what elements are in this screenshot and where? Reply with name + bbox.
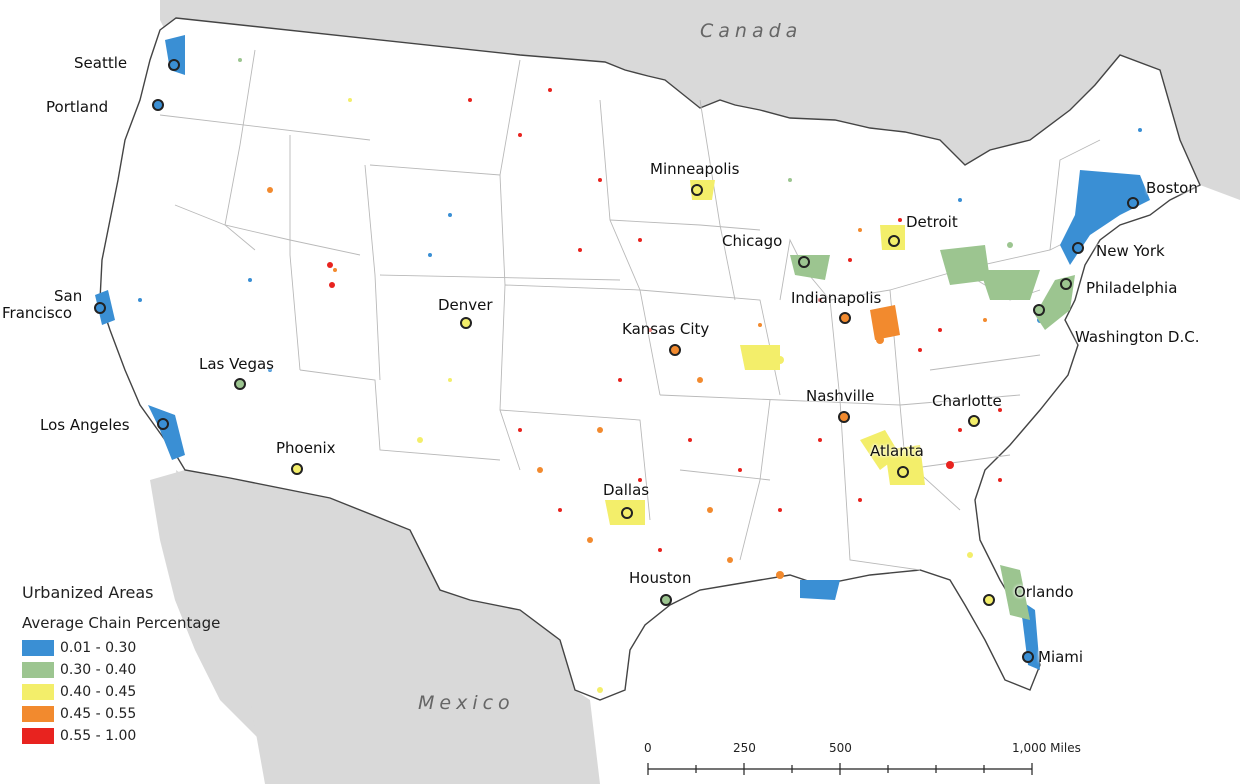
marker-miami[interactable] xyxy=(1022,651,1034,663)
legend: Urbanized Areas Average Chain Percentage… xyxy=(22,583,302,747)
marker-atlanta[interactable] xyxy=(897,466,909,478)
legend-swatch xyxy=(22,640,54,656)
city-label-dallas[interactable]: Dallas xyxy=(603,481,650,499)
city-label-phoenix[interactable]: Phoenix xyxy=(276,439,336,457)
city-label-boston[interactable]: Boston xyxy=(1146,179,1198,197)
legend-label: 0.55 - 1.00 xyxy=(60,728,137,744)
marker-san-francisco[interactable] xyxy=(94,302,106,314)
city-label-minneapolis[interactable]: Minneapolis xyxy=(650,160,740,178)
city-label-philadelphia[interactable]: Philadelphia xyxy=(1086,279,1178,297)
marker-nashville[interactable] xyxy=(838,411,850,423)
city-label-los-angeles[interactable]: Los Angeles xyxy=(40,416,130,434)
city-label-charlotte[interactable]: Charlotte xyxy=(932,392,1002,410)
marker-kansas-city[interactable] xyxy=(669,344,681,356)
city-label-san[interactable]: San xyxy=(54,287,83,305)
city-label-nashville[interactable]: Nashville xyxy=(806,387,875,405)
marker-chicago[interactable] xyxy=(798,256,810,268)
marker-dallas[interactable] xyxy=(621,507,633,519)
marker-phoenix[interactable] xyxy=(291,463,303,475)
scale-label-500: 500 xyxy=(829,741,852,755)
legend-item: 0.45 - 0.55 xyxy=(22,703,302,725)
city-label-seattle[interactable]: Seattle xyxy=(74,54,128,72)
marker-houston[interactable] xyxy=(660,594,672,606)
marker-denver[interactable] xyxy=(460,317,472,329)
city-label-chicago[interactable]: Chicago xyxy=(722,232,783,250)
marker-portland[interactable] xyxy=(152,99,164,111)
legend-label: 0.45 - 0.55 xyxy=(60,706,137,722)
marker-boston[interactable] xyxy=(1127,197,1139,209)
marker-washington[interactable] xyxy=(1033,304,1045,316)
legend-item: 0.30 - 0.40 xyxy=(22,659,302,681)
city-label-washington[interactable]: Washington D.C. xyxy=(1075,328,1200,346)
marker-seattle[interactable] xyxy=(168,59,180,71)
legend-swatch xyxy=(22,684,54,700)
city-label-indianapolis[interactable]: Indianapolis xyxy=(791,289,882,307)
city-label-miami[interactable]: Miami xyxy=(1038,648,1084,666)
city-label-new-york[interactable]: New York xyxy=(1096,242,1165,260)
country-label-canada: Canada xyxy=(700,20,803,42)
city-label-denver[interactable]: Denver xyxy=(438,296,493,314)
scale-label-0: 0 xyxy=(644,741,652,755)
legend-label: 0.01 - 0.30 xyxy=(60,640,137,656)
legend-swatch xyxy=(22,706,54,722)
marker-orlando[interactable] xyxy=(983,594,995,606)
marker-indianapolis[interactable] xyxy=(839,312,851,324)
legend-title: Urbanized Areas xyxy=(22,583,154,602)
marker-philadelphia[interactable] xyxy=(1060,278,1072,290)
city-label-detroit[interactable]: Detroit xyxy=(906,213,958,231)
scale-label-1000-miles: 1,000 Miles xyxy=(1012,741,1081,755)
canada-landmass xyxy=(165,0,1240,200)
marker-las-vegas[interactable] xyxy=(234,378,246,390)
baja-peninsula xyxy=(176,470,300,784)
scale-bar xyxy=(647,763,1033,775)
legend-subtitle: Average Chain Percentage xyxy=(22,614,221,632)
legend-swatch xyxy=(22,728,54,744)
city-label-kansas-city[interactable]: Kansas City xyxy=(622,320,710,338)
marker-detroit[interactable] xyxy=(888,235,900,247)
marker-los-angeles[interactable] xyxy=(157,418,169,430)
legend-label: 0.40 - 0.45 xyxy=(60,684,137,700)
legend-label: 0.30 - 0.40 xyxy=(60,662,137,678)
marker-new-york[interactable] xyxy=(1072,242,1084,254)
scale-label-250: 250 xyxy=(733,741,756,755)
city-label-atlanta[interactable]: Atlanta xyxy=(870,442,924,460)
marker-minneapolis[interactable] xyxy=(691,184,703,196)
city-label-orlando[interactable]: Orlando xyxy=(1014,583,1074,601)
city-label-las-vegas[interactable]: Las Vegas xyxy=(199,355,274,373)
legend-item: 0.40 - 0.45 xyxy=(22,681,302,703)
city-markers xyxy=(94,59,1139,663)
country-label-mexico: Mexico xyxy=(418,692,515,714)
marker-charlotte[interactable] xyxy=(968,415,980,427)
legend-item: 0.01 - 0.30 xyxy=(22,637,302,659)
legend-item: 0.55 - 1.00 xyxy=(22,725,302,747)
legend-swatch xyxy=(22,662,54,678)
us-landmass xyxy=(99,17,1201,701)
city-label-portland[interactable]: Portland xyxy=(46,98,109,116)
city-label-francisco[interactable]: Francisco xyxy=(2,304,73,322)
city-label-houston[interactable]: Houston xyxy=(629,569,692,587)
